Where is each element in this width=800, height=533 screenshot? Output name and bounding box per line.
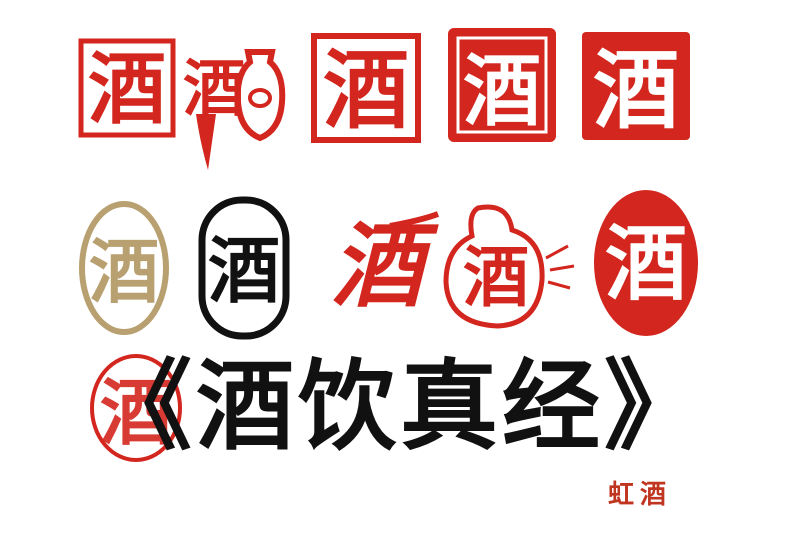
seal-char: 酒 (593, 40, 679, 141)
seal-char: 酒 (463, 238, 529, 316)
signature: 虹酒 (608, 480, 673, 510)
seal-char: 酒 (183, 52, 245, 125)
seal-1-relief-rect: 酒 (78, 38, 176, 138)
title-text: 酒饮真经 (195, 349, 604, 464)
seal-char: 酒 (323, 40, 409, 141)
seal-char: 酒 (463, 46, 541, 137)
stamp-char: 酒 (100, 370, 172, 455)
seal-7-black-oval: 酒 (198, 196, 290, 340)
seal-8-brush-script: 酒 (312, 196, 442, 332)
title-left-bracket: 《 (93, 349, 196, 464)
seal-5-solid-square: 酒 (580, 30, 692, 142)
page-title: 《 酒饮真经 》 (28, 352, 772, 462)
seal-char: 酒 (208, 228, 280, 313)
seal-char: 酒 (605, 216, 687, 312)
seal-10-solid-oval: 酒 (590, 186, 702, 340)
seal-6-gold-oval: 酒 (78, 200, 170, 336)
title-right-bracket: 》 (604, 349, 707, 464)
seal-char: 酒 (89, 230, 159, 313)
seal-char: 酒 (88, 44, 166, 135)
seal-2-wine-jar: 酒 (183, 22, 286, 172)
seal-9-gourd: 酒 (438, 196, 578, 332)
title-stamp: 酒 (86, 350, 186, 466)
seal-char: 酒 (331, 212, 439, 320)
seal-3-relief-rect: 酒 (310, 32, 422, 144)
seal-4-solid-square: 酒 (446, 26, 558, 144)
